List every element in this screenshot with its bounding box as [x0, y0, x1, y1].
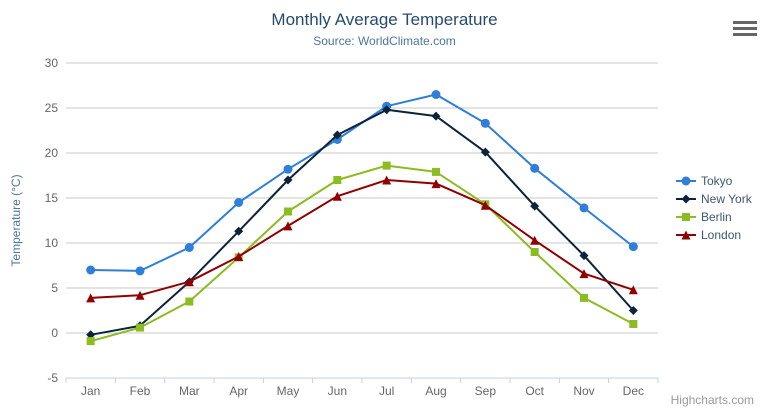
x-axis-label: Dec [623, 384, 644, 398]
series-marker-new-york [86, 330, 96, 340]
series-marker-tokyo [234, 198, 244, 207]
series-marker-london [135, 290, 145, 300]
legend-symbol [681, 194, 691, 204]
series-marker-london [480, 200, 490, 210]
legend: Tokyo New York Berlin London [676, 172, 752, 244]
series-marker-london [382, 175, 392, 185]
series-marker-london [431, 179, 441, 189]
series-marker-tokyo [283, 164, 293, 174]
legend-item-new-york[interactable]: New York [676, 190, 752, 208]
series-marker-berlin [86, 337, 95, 346]
series-line-london [89, 179, 635, 299]
series-marker-london [283, 221, 293, 231]
series-marker-tokyo [431, 90, 441, 99]
y-axis-label: 5 [51, 281, 58, 295]
series-marker-london [530, 235, 540, 245]
y-axis-title: Temperature (°C) [9, 174, 23, 266]
series-marker-new-york [382, 105, 392, 115]
y-axis-label: 30 [45, 56, 59, 70]
legend-item-tokyo[interactable]: Tokyo [676, 172, 752, 190]
y-axis-label: 0 [51, 326, 58, 340]
x-axis-label: Oct [525, 384, 544, 398]
x-axis-label: Sep [475, 384, 497, 398]
hamburger-icon [733, 33, 757, 36]
series-marker-tokyo [135, 266, 145, 276]
highcharts-credit[interactable]: Highcharts.com [670, 393, 754, 407]
series-marker-berlin [580, 293, 588, 302]
x-axis-label: Jun [328, 384, 347, 398]
series-marker-berlin [629, 320, 638, 328]
y-axis-label: 25 [45, 101, 59, 115]
series-line-tokyo [89, 93, 635, 272]
series-line-new-york [89, 108, 635, 336]
series-marker-new-york [579, 251, 589, 261]
series-marker-new-york [234, 226, 244, 236]
series-marker-london [234, 252, 244, 261]
series-marker-london [184, 277, 194, 287]
series-marker-berlin [333, 176, 342, 184]
x-axis-label: Aug [425, 384, 446, 398]
legend-symbol [681, 230, 691, 240]
series-line-berlin [89, 164, 635, 343]
x-axis-label: Jul [379, 384, 394, 398]
series-marker-london [579, 269, 589, 279]
series-marker-tokyo [530, 163, 540, 173]
series-marker-berlin [185, 297, 194, 306]
x-axis-label: Jan [81, 384, 100, 398]
x-axis-label: Apr [229, 384, 248, 398]
y-axis-label: 10 [45, 236, 59, 250]
x-axis-label: Nov [573, 384, 594, 398]
legend-symbol [681, 176, 691, 186]
legend-symbol [682, 213, 690, 221]
series-marker-london [628, 285, 638, 295]
legend-marker-triangle-icon [676, 230, 696, 240]
series-marker-tokyo [86, 265, 96, 275]
chart-subtitle: Source: WorldClimate.com [313, 34, 456, 48]
legend-label: Berlin [701, 210, 732, 224]
series-marker-tokyo [628, 242, 638, 252]
legend-marker-diamond-icon [676, 194, 696, 204]
series-marker-tokyo [480, 118, 490, 128]
series-marker-berlin [530, 248, 539, 256]
x-axis-label: Mar [179, 384, 200, 398]
series-marker-berlin [284, 207, 292, 216]
series-marker-new-york [628, 306, 638, 315]
legend-marker-square-icon [676, 213, 696, 221]
series-marker-new-york [530, 201, 540, 211]
series-marker-new-york [480, 147, 490, 157]
hamburger-icon [733, 27, 757, 30]
series-marker-new-york [431, 111, 441, 121]
series-marker-london [86, 293, 96, 303]
series-marker-new-york [283, 175, 293, 185]
series-marker-berlin [432, 167, 440, 176]
series-marker-new-york [332, 130, 342, 140]
legend-marker-circle-icon [676, 176, 696, 186]
y-axis-label: 15 [45, 191, 59, 205]
series-marker-berlin [136, 323, 144, 332]
legend-label: Tokyo [701, 174, 733, 188]
export-menu-button[interactable] [733, 21, 757, 36]
legend-label: New York [701, 192, 752, 206]
series-marker-tokyo [579, 203, 589, 213]
hamburger-icon [733, 21, 757, 24]
x-axis-label: Feb [130, 384, 151, 398]
y-axis-label: -5 [47, 371, 58, 385]
legend-item-berlin[interactable]: Berlin [676, 208, 752, 226]
chart-title: Monthly Average Temperature [271, 10, 498, 29]
legend-item-london[interactable]: London [676, 226, 752, 244]
series-marker-berlin [382, 161, 391, 170]
x-axis-label: May [277, 384, 300, 398]
legend-label: London [701, 228, 742, 242]
series-marker-london [332, 191, 342, 201]
series-marker-tokyo [184, 243, 194, 252]
y-axis-label: 20 [45, 146, 59, 160]
